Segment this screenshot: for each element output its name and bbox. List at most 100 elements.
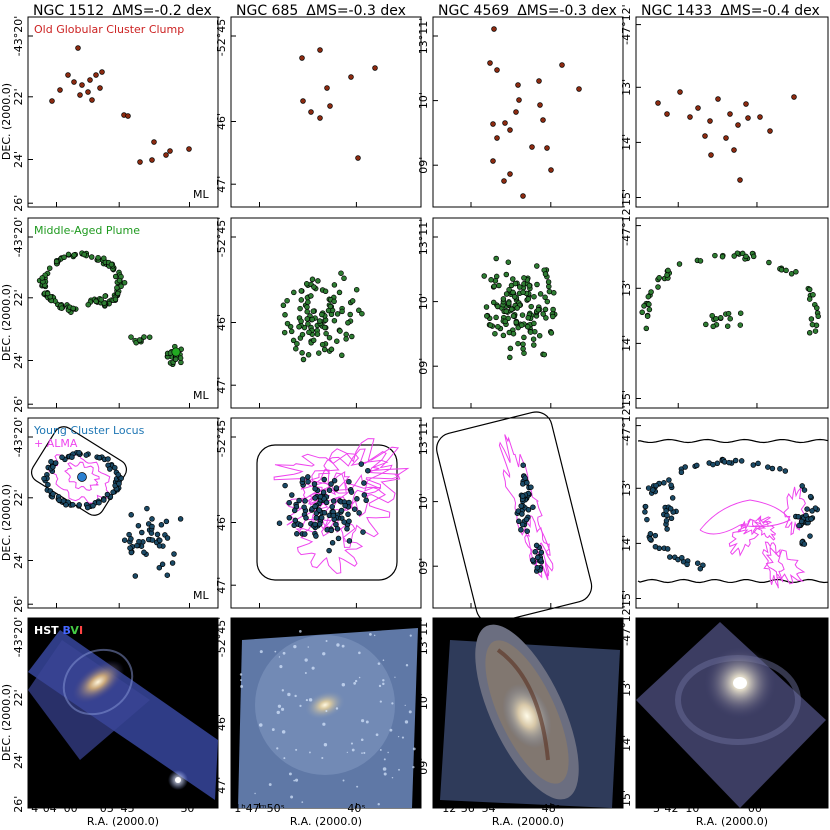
cluster-point bbox=[77, 92, 83, 98]
ra-tick-label: 1ʰ47ᵐ50ˢ bbox=[234, 802, 284, 815]
dec-tick-label: 10' bbox=[417, 92, 430, 109]
cluster-point bbox=[313, 533, 319, 539]
cluster-point bbox=[291, 507, 298, 514]
dec-tick-label: 24' bbox=[12, 151, 25, 168]
cluster-point bbox=[105, 456, 111, 462]
dec-tick-label: 13°11' bbox=[417, 419, 430, 456]
cluster-point bbox=[349, 298, 356, 304]
cluster-point bbox=[116, 480, 122, 487]
cluster-point bbox=[157, 537, 163, 544]
cluster-point bbox=[708, 152, 714, 158]
panel-frame bbox=[635, 16, 829, 208]
alma-contour bbox=[762, 541, 785, 589]
cluster-point bbox=[128, 536, 134, 542]
dec-tick-label: 46' bbox=[215, 314, 228, 331]
cluster-point bbox=[535, 307, 542, 313]
cluster-point bbox=[59, 454, 65, 461]
dec-tick-label: 47' bbox=[215, 577, 228, 594]
cluster-point bbox=[291, 289, 297, 296]
cluster-point bbox=[93, 72, 99, 78]
hst-text: HST bbox=[34, 624, 62, 637]
panel-frame bbox=[635, 417, 829, 609]
cluster-point bbox=[668, 482, 674, 488]
dec-tick-label: 09' bbox=[417, 558, 430, 575]
cluster-point bbox=[81, 251, 87, 258]
cluster-point bbox=[521, 275, 527, 281]
cluster-point bbox=[156, 564, 163, 571]
cluster-point bbox=[125, 113, 131, 119]
cluster-point bbox=[302, 531, 308, 537]
cluster-point bbox=[783, 267, 789, 274]
cluster-point bbox=[348, 74, 354, 80]
panel-frame bbox=[27, 217, 219, 409]
dec-tick-label: 13°11' bbox=[417, 619, 430, 656]
cluster-point bbox=[743, 101, 749, 107]
cluster-point bbox=[112, 296, 119, 303]
cluster-point bbox=[84, 504, 91, 511]
delta-ms: ΔMS=-0.3 dex bbox=[517, 3, 617, 19]
cluster-point bbox=[317, 47, 323, 53]
galaxy-name: NGC 4569 bbox=[438, 3, 509, 19]
dec-tick-label: 13' bbox=[620, 79, 633, 96]
cluster-point bbox=[543, 315, 549, 321]
galaxy-title: NGC 1512 ΔMS=-0.2 dex bbox=[33, 3, 212, 19]
band-label: V bbox=[70, 624, 79, 637]
cluster-point bbox=[294, 340, 300, 347]
cluster-point bbox=[481, 273, 487, 279]
cluster-point bbox=[300, 98, 306, 104]
cluster-point bbox=[312, 485, 318, 492]
cluster-point bbox=[101, 300, 107, 306]
cluster-point bbox=[488, 277, 494, 283]
cluster-point bbox=[541, 351, 548, 358]
alma-contour bbox=[498, 434, 551, 577]
dec-tick-label: -52°45' bbox=[215, 417, 228, 458]
hst-image-ngc685 bbox=[238, 628, 418, 808]
galaxy-title: NGC 685 ΔMS=-0.3 dex bbox=[236, 3, 406, 19]
cluster-point bbox=[493, 255, 499, 262]
cluster-point bbox=[297, 522, 304, 528]
cluster-point bbox=[135, 522, 142, 529]
cluster-point bbox=[322, 324, 328, 331]
cluster-point bbox=[316, 318, 323, 324]
cluster-point bbox=[652, 543, 659, 550]
column-titles: NGC 1512 ΔMS=-0.2 dex NGC 685 ΔMS=-0.3 dex N… bbox=[33, 3, 820, 19]
cluster-point bbox=[348, 489, 355, 495]
dec-tick-label: -43°20' bbox=[12, 617, 25, 658]
cluster-point bbox=[312, 495, 318, 501]
cluster-point bbox=[339, 352, 345, 359]
cluster-point bbox=[769, 465, 776, 472]
cluster-point bbox=[529, 144, 535, 150]
cluster-point bbox=[116, 277, 123, 284]
cluster-point bbox=[146, 334, 153, 340]
cluster-point bbox=[309, 316, 315, 323]
alma-contour bbox=[64, 461, 100, 491]
dec-tick-label: 09' bbox=[417, 358, 430, 375]
cluster-point bbox=[57, 87, 63, 93]
cluster-point bbox=[534, 281, 540, 288]
cluster-point bbox=[301, 504, 307, 510]
cluster-point bbox=[531, 320, 537, 327]
cluster-point bbox=[88, 254, 95, 260]
cluster-point bbox=[534, 554, 541, 561]
cluster-point bbox=[309, 276, 316, 283]
dec-tick-label: -43°20' bbox=[12, 16, 25, 57]
cluster-point bbox=[324, 85, 330, 91]
cluster-point bbox=[342, 502, 348, 509]
cluster-point bbox=[99, 69, 105, 75]
cluster-point bbox=[299, 476, 306, 482]
cluster-point bbox=[320, 489, 327, 496]
dec-tick-label: -47°12' bbox=[620, 205, 633, 246]
cluster-point bbox=[345, 320, 351, 326]
cluster-point bbox=[661, 480, 667, 486]
dec-tick-label: 10' bbox=[417, 293, 430, 310]
cluster-point bbox=[317, 521, 323, 527]
cluster-point bbox=[299, 331, 306, 338]
cluster-point bbox=[530, 336, 537, 342]
cluster-point bbox=[534, 564, 541, 571]
cluster-point bbox=[334, 526, 341, 532]
cluster-point bbox=[667, 554, 673, 560]
cluster-point bbox=[524, 323, 531, 330]
cluster-point bbox=[164, 535, 171, 541]
cluster-point bbox=[118, 475, 124, 482]
cluster-point bbox=[85, 301, 91, 308]
